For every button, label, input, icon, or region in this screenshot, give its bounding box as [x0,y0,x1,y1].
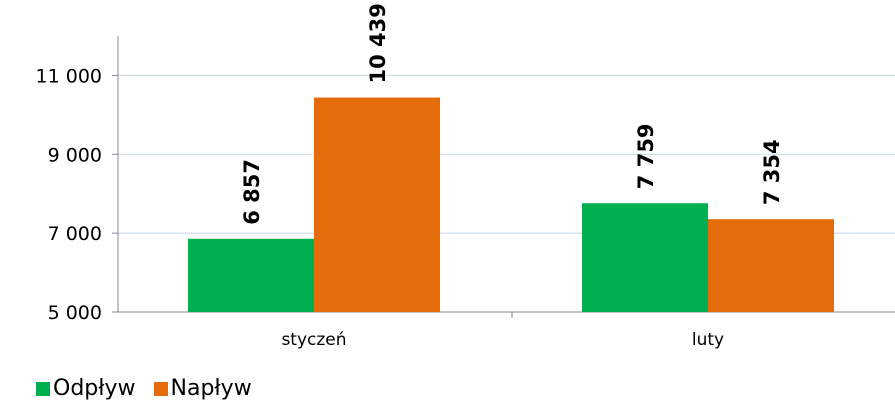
legend: Odpływ Napływ [36,376,252,401]
bar [708,219,834,312]
legend-label-naplyw: Napływ [170,376,252,401]
y-tick-label: 11 000 [36,65,102,87]
axes: 5 000 7 000 9 000 11 000 styczeń luty [36,36,895,350]
x-category-label: luty [692,330,724,350]
data-label: 7 759 [634,123,658,189]
legend-item-odplyw: Odpływ [36,376,136,401]
bars [188,97,834,312]
bar [188,238,314,312]
data-labels: 6 857 10 439 7 759 7 354 [240,3,784,225]
data-label: 6 857 [240,159,264,225]
legend-swatch-odplyw [36,381,50,396]
x-category-label: styczeń [281,330,346,350]
bar [582,203,708,312]
data-label: 7 354 [760,139,784,205]
bar [314,97,440,312]
legend-label-odplyw: Odpływ [53,376,136,401]
y-tick-label: 5 000 [48,302,102,324]
legend-swatch-naplyw [153,381,168,396]
y-tick-label: 7 000 [48,223,102,245]
y-tick-label: 9 000 [48,144,102,166]
legend-item-naplyw: Napływ [153,376,252,401]
data-label: 10 439 [366,3,390,83]
